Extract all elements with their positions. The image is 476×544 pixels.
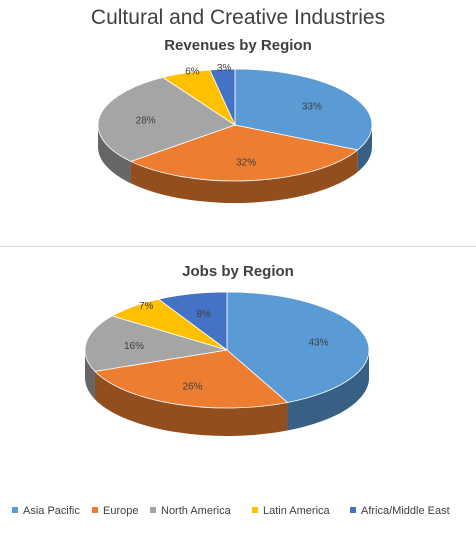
- legend-label: Asia Pacific: [23, 505, 80, 517]
- pie-slice-asia-pacific: [234, 68, 373, 151]
- page-title: Cultural and Creative Industries: [90, 6, 386, 29]
- pie-slice-africa-middle-east: [209, 68, 236, 126]
- legend-item-europe: Europe: [92, 505, 138, 517]
- legend-swatch: [252, 507, 258, 513]
- legend-item-latin-america: Latin America: [252, 505, 330, 517]
- pie-side-asia-pacific: [357, 125, 372, 172]
- pie-side-asia-pacific: [287, 350, 369, 431]
- data-label-north-america: 16%: [124, 341, 144, 352]
- data-label-latin-america: 7%: [139, 301, 154, 312]
- legend-item-north-america: North America: [150, 505, 231, 517]
- revenues-chart-title: Revenues by Region: [164, 37, 312, 54]
- chart-divider: [0, 246, 476, 247]
- pie-slice-europe: [94, 349, 289, 409]
- legend-label: Europe: [103, 505, 139, 517]
- legend-label: Africa/Middle East: [361, 505, 450, 517]
- pie-slice-north-america: [84, 315, 228, 372]
- data-label-north-america: 28%: [136, 115, 156, 126]
- legend-item-asia-pacific: Asia Pacific: [12, 505, 80, 517]
- data-label-europe: 26%: [182, 382, 202, 393]
- legend-item-africa-middle-east: Africa/Middle East: [350, 505, 450, 517]
- pie-slice-asia-pacific: [226, 291, 370, 403]
- revenues-pie-chart: 33% 32% 28% 6% 3%: [97, 63, 373, 203]
- pie-side-north-america: [85, 350, 95, 400]
- jobs-pie-chart: 43% 26% 16% 7% 8%: [84, 291, 370, 436]
- pie-slice-north-america: [97, 76, 236, 162]
- chart-legend: Asia Pacific Europe North America Latin …: [12, 505, 476, 521]
- legend-swatch: [350, 507, 356, 513]
- legend-label: Latin America: [263, 505, 330, 517]
- legend-swatch: [12, 507, 18, 513]
- pie-side-europe: [130, 149, 358, 203]
- legend-swatch: [92, 507, 98, 513]
- legend-swatch: [150, 507, 156, 513]
- pie-slice-africa-middle-east: [157, 291, 228, 351]
- pie-side-europe: [94, 371, 288, 436]
- pie-side-north-america: [98, 125, 131, 184]
- data-label-latin-america: 6%: [185, 67, 200, 78]
- data-label-asia-pacific: 43%: [308, 338, 328, 349]
- data-label-africa-middle-east: 3%: [217, 63, 232, 74]
- pie-slice-europe: [129, 124, 359, 182]
- jobs-chart-title: Jobs by Region: [182, 263, 294, 280]
- data-label-asia-pacific: 33%: [302, 102, 322, 113]
- legend-label: North America: [161, 505, 231, 517]
- data-label-europe: 32%: [236, 158, 256, 169]
- data-label-africa-middle-east: 8%: [196, 309, 211, 320]
